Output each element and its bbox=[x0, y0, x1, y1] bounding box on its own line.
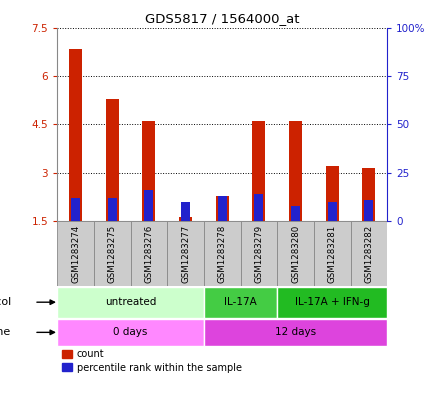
FancyBboxPatch shape bbox=[167, 221, 204, 286]
Text: protocol: protocol bbox=[0, 297, 11, 307]
FancyBboxPatch shape bbox=[277, 286, 387, 318]
Bar bbox=[69, 48, 82, 221]
Bar bbox=[108, 198, 117, 221]
Text: GSM1283278: GSM1283278 bbox=[218, 224, 227, 283]
Text: untreated: untreated bbox=[105, 297, 156, 307]
Bar bbox=[364, 200, 374, 221]
Bar bbox=[326, 167, 339, 221]
FancyBboxPatch shape bbox=[131, 221, 167, 286]
FancyBboxPatch shape bbox=[204, 319, 387, 346]
Text: GSM1283276: GSM1283276 bbox=[144, 224, 154, 283]
FancyBboxPatch shape bbox=[204, 221, 241, 286]
Text: 0 days: 0 days bbox=[114, 327, 148, 337]
Bar bbox=[181, 202, 190, 221]
Legend: count, percentile rank within the sample: count, percentile rank within the sample bbox=[62, 349, 242, 373]
FancyBboxPatch shape bbox=[57, 286, 204, 318]
Bar bbox=[106, 99, 119, 221]
Text: 12 days: 12 days bbox=[275, 327, 316, 337]
FancyBboxPatch shape bbox=[277, 221, 314, 286]
Bar bbox=[143, 121, 155, 221]
Text: GSM1283282: GSM1283282 bbox=[364, 224, 374, 283]
Bar bbox=[254, 194, 264, 221]
Text: GSM1283281: GSM1283281 bbox=[328, 224, 337, 283]
Bar bbox=[179, 217, 192, 221]
Text: time: time bbox=[0, 327, 11, 337]
Text: IL-17A + IFN-g: IL-17A + IFN-g bbox=[295, 297, 370, 307]
Title: GDS5817 / 1564000_at: GDS5817 / 1564000_at bbox=[145, 12, 300, 25]
Bar bbox=[71, 198, 80, 221]
Bar bbox=[328, 202, 337, 221]
Text: GSM1283275: GSM1283275 bbox=[108, 224, 117, 283]
FancyBboxPatch shape bbox=[314, 221, 351, 286]
Text: IL-17A: IL-17A bbox=[224, 297, 257, 307]
Text: GSM1283280: GSM1283280 bbox=[291, 224, 300, 283]
Text: GSM1283274: GSM1283274 bbox=[71, 224, 80, 283]
FancyBboxPatch shape bbox=[204, 286, 277, 318]
FancyBboxPatch shape bbox=[57, 221, 94, 286]
Bar bbox=[216, 196, 229, 221]
Bar bbox=[363, 168, 375, 221]
FancyBboxPatch shape bbox=[241, 221, 277, 286]
FancyBboxPatch shape bbox=[351, 221, 387, 286]
FancyBboxPatch shape bbox=[94, 221, 131, 286]
Bar bbox=[291, 206, 300, 221]
Bar bbox=[144, 190, 154, 221]
Text: GSM1283277: GSM1283277 bbox=[181, 224, 190, 283]
Bar bbox=[289, 121, 302, 221]
Bar bbox=[253, 121, 265, 221]
Text: GSM1283279: GSM1283279 bbox=[254, 225, 264, 283]
Bar bbox=[218, 196, 227, 221]
FancyBboxPatch shape bbox=[57, 319, 204, 346]
